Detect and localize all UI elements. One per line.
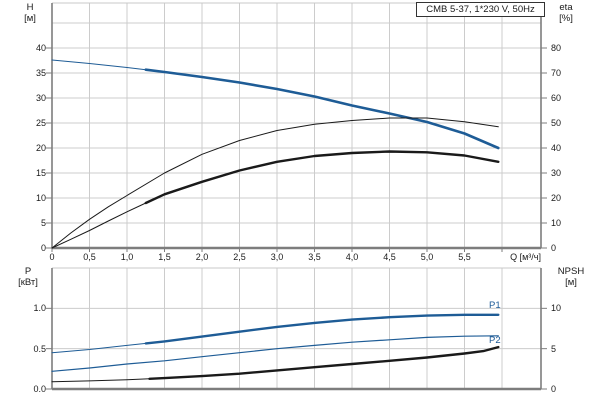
y-tick-label-right: 80: [551, 43, 562, 53]
axis-title-npsh: NPSH: [557, 266, 585, 277]
y-tick-label-left: 20: [35, 143, 46, 153]
y-tick-label-left: 0: [40, 243, 46, 253]
y-tick-label-left: 30: [35, 93, 46, 103]
curve-label-p2: P2: [489, 335, 501, 346]
axis-title-p-unit: [кВт]: [18, 277, 38, 288]
x-tick-label: 0,5: [83, 252, 96, 262]
axis-title-npsh-unit: [м]: [565, 277, 577, 288]
x-tick-label: 3,0: [270, 252, 284, 262]
x-tick-label: 4,5: [383, 252, 396, 262]
curve-eta-pump-plus-motor: [144, 150, 500, 205]
curve-label-p1: P1: [489, 300, 501, 311]
curve-p2: [51, 335, 499, 372]
curve-p1-thin: [51, 342, 147, 354]
curve-h-curve: [144, 68, 500, 150]
top-right-axis-title: eta [%]: [548, 2, 584, 24]
curve-eta-pump-plus-motor-thin: [51, 202, 147, 249]
y-tick-label-left: 10: [35, 193, 46, 203]
y-tick-label-right: 40: [551, 143, 562, 153]
curve-npsh-thin: [51, 378, 150, 383]
x-tick-label: 0: [49, 252, 55, 262]
y-tick-label-right: 5: [551, 343, 557, 354]
x-tick-label: 2,0: [195, 252, 209, 262]
x-tick-label: 1,0: [120, 252, 134, 262]
x-tick-label: 3,5: [308, 252, 321, 262]
curve-h-curve-thin: [51, 59, 147, 71]
x-tick-label: 2,5: [233, 252, 246, 262]
y-tick-label-right: 20: [551, 193, 562, 203]
bottom-left-axis-title: P [кВт]: [6, 266, 50, 288]
y-tick-label-right: 60: [551, 93, 562, 103]
y-tick-label-left: 15: [35, 168, 46, 178]
x-tick-label: 5,5: [458, 252, 471, 262]
pump-model-title: CMB 5-37, 1*230 V, 50Hz: [416, 2, 545, 17]
y-tick-label-right: 0: [551, 243, 557, 253]
y-tick-label-left: 0.5: [33, 343, 46, 354]
y-tick-label-left: 0.0: [33, 384, 46, 394]
y-tick-label-left: 1.0: [33, 303, 46, 314]
curve-eta-pump: [51, 117, 499, 249]
y-tick-label-left: 25: [35, 118, 46, 128]
axis-title-h-unit: [м]: [24, 13, 36, 24]
y-tick-label-left: 40: [35, 43, 46, 53]
y-tick-label-left: 5: [40, 218, 46, 228]
y-tick-label-right: 50: [551, 118, 562, 128]
curve-npsh: [148, 345, 500, 380]
y-tick-label-right: 0: [551, 384, 557, 394]
y-tick-label-right: 70: [551, 68, 562, 78]
y-tick-label-right: 30: [551, 168, 562, 178]
y-tick-label-right: 10: [551, 218, 562, 228]
axis-title-h: H: [26, 2, 34, 13]
axis-title-eta-unit: [%]: [559, 13, 573, 24]
x-tick-label: 5,0: [420, 252, 434, 262]
bottom-right-axis-title: NPSH [м]: [546, 266, 596, 288]
y-tick-label-right: 10: [551, 303, 562, 314]
axis-title-p: P: [24, 266, 32, 277]
curve-p1: [144, 313, 500, 345]
x-axis-title-q: Q [м³/ч]: [510, 252, 541, 262]
axis-title-eta: eta: [559, 2, 573, 13]
y-tick-label-left: 35: [35, 68, 46, 78]
top-left-axis-title: H [м]: [12, 2, 48, 24]
x-tick-label: 1,5: [158, 252, 171, 262]
x-tick-label: 4,0: [345, 252, 359, 262]
